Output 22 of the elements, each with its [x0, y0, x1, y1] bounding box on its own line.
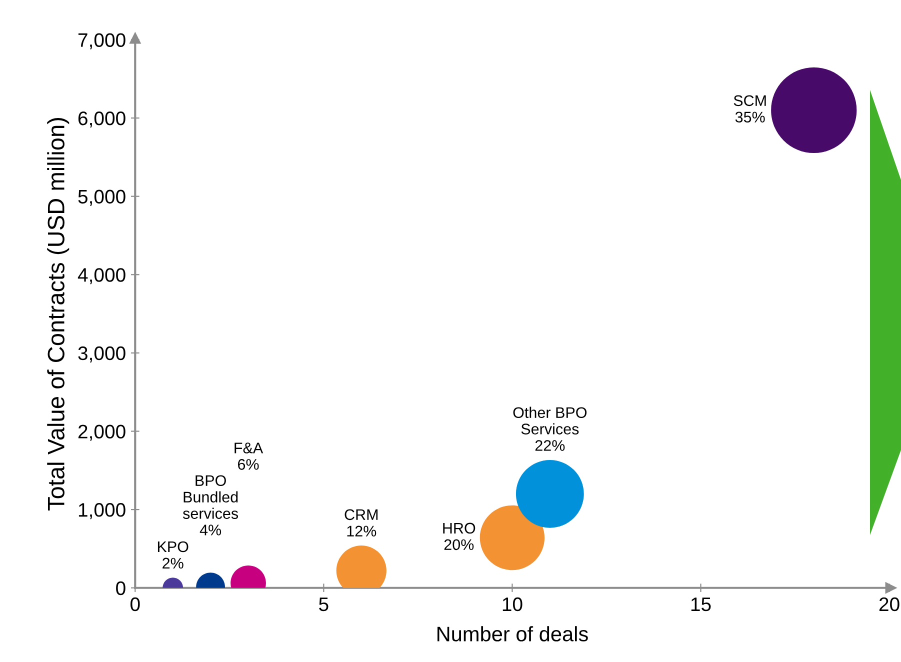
y-tick-label: 5,000: [78, 190, 126, 206]
y-tick-label: 3,000: [78, 346, 126, 362]
annotation: KPO 2%: [158, 541, 188, 569]
y-axis-title: Total Value of Contracts (USD million): [47, 118, 70, 511]
x-tick-label: 20: [879, 597, 900, 612]
x-tick-label: 15: [691, 598, 711, 612]
y-tick-label: 6,000: [78, 111, 126, 128]
annotation: F&A 6%: [234, 442, 264, 470]
y-tick-label: 1,000: [78, 503, 126, 520]
y-tick-label: 2,000: [78, 424, 126, 441]
annotation: CRM 12%: [344, 509, 378, 536]
annotation: SCM 35%: [734, 95, 766, 123]
y-tick-label: 7,000: [78, 33, 126, 50]
x-tick-label: 10: [502, 597, 522, 612]
x-axis-title: Number of deals: [438, 626, 588, 642]
x-tick-label: 0: [130, 597, 140, 612]
annotation: BPO Bundled services 4%: [182, 475, 238, 536]
y-tick-label: 0: [116, 581, 126, 596]
x-tick-label: 5: [319, 598, 328, 612]
annotation: HRO 20%: [443, 522, 476, 550]
annotation: Other BPO Services 22%: [513, 406, 587, 451]
y-tick-label: 4,000: [78, 268, 126, 284]
